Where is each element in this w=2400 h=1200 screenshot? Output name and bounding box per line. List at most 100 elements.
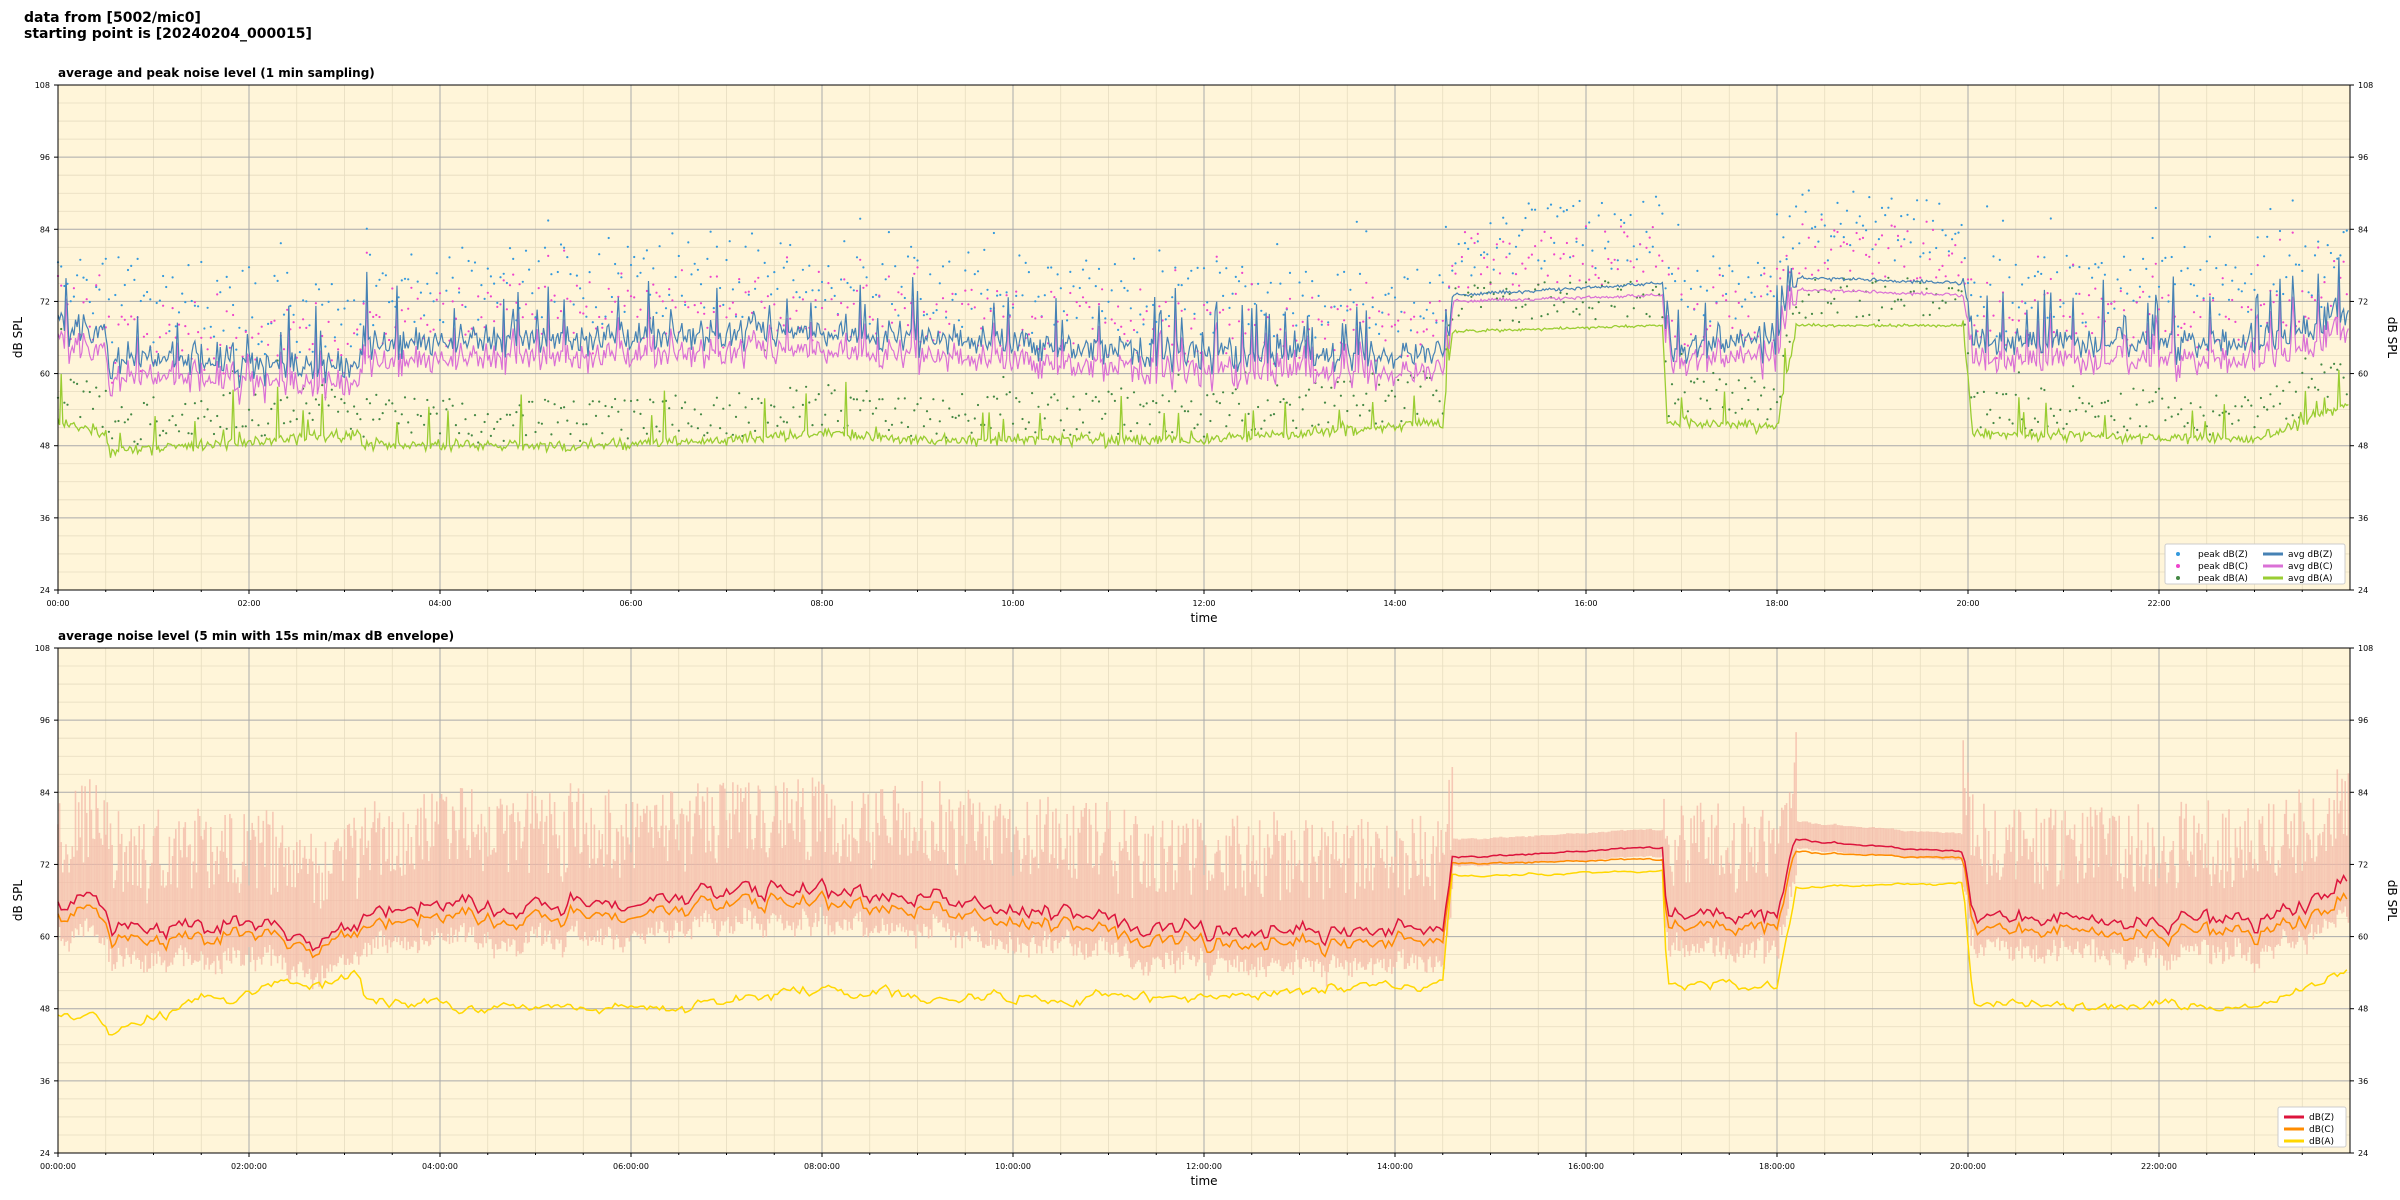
peak-dbc-point	[1801, 223, 1804, 226]
peak-dba-point	[1986, 413, 1989, 416]
peak-dbz-point	[1661, 212, 1664, 215]
peak-dbc-point	[1180, 309, 1183, 312]
y-tick-label-right: 48	[2358, 442, 2368, 451]
peak-dba-point	[2234, 405, 2237, 408]
peak-dbc-point	[2119, 290, 2122, 293]
avg-dba-line	[57, 320, 2349, 458]
peak-dbz-point	[438, 318, 442, 322]
y-tick-label: 108	[35, 644, 50, 653]
peak-dba-point	[690, 425, 693, 428]
peak-dba-point	[187, 432, 190, 435]
peak-dbc-point	[572, 331, 575, 334]
peak-dba-point	[2307, 386, 2310, 389]
peak-dba-point	[1336, 380, 1339, 384]
peak-dbc-point	[868, 315, 871, 318]
peak-dba-point	[773, 405, 776, 408]
peak-dba-point	[1744, 387, 1747, 390]
peak-dba-point	[1880, 306, 1884, 309]
chart-title: average and peak noise level (1 min samp…	[58, 66, 375, 80]
peak-dbz-point	[1298, 281, 1301, 284]
peak-dba-point	[1858, 299, 1861, 302]
peak-dbz-point	[1292, 312, 1295, 315]
peak-dba-point	[1575, 307, 1578, 311]
peak-dbc-point	[843, 278, 846, 281]
peak-dbz-point	[1814, 225, 1817, 228]
peak-dbz-point	[553, 300, 556, 303]
peak-dba-point	[333, 395, 336, 398]
peak-dbc-point	[2202, 299, 2205, 302]
peak-dbc-point	[693, 304, 696, 307]
peak-dba-point	[728, 404, 731, 407]
peak-dbc-point	[1034, 317, 1037, 320]
peak-dbz-point	[671, 232, 674, 235]
peak-dba-point	[1903, 304, 1906, 307]
peak-dbz-point	[225, 275, 228, 278]
peak-dbc-point	[1005, 294, 1008, 297]
peak-dbz-point	[865, 276, 868, 279]
peak-dbz-point	[1467, 247, 1470, 250]
peak-dba-point	[992, 395, 996, 398]
peak-dbc-point	[2078, 292, 2081, 295]
peak-dbc-point	[1976, 330, 1979, 333]
peak-dbc-point	[1530, 253, 1533, 256]
peak-dba-point	[2173, 396, 2176, 399]
peak-dba-point	[569, 432, 572, 436]
peak-dbc-point	[88, 325, 91, 328]
peak-dbz-point	[766, 275, 770, 278]
peak-dba-point	[1709, 407, 1712, 410]
peak-dba-point	[72, 381, 75, 384]
peak-dba-point	[228, 392, 231, 395]
peak-dbz-point	[91, 312, 95, 315]
peak-dba-point	[2291, 414, 2294, 417]
peak-dba-point	[146, 403, 149, 406]
peak-dba-point	[1228, 414, 1231, 417]
peak-dbc-point	[986, 297, 989, 300]
peak-dba-point	[384, 403, 387, 406]
peak-dbz-point	[1011, 306, 1015, 309]
peak-dba-point	[486, 413, 489, 416]
peak-dbc-point	[1982, 315, 1985, 318]
peak-dbz-point	[359, 323, 362, 326]
peak-dbz-point	[970, 307, 973, 310]
peak-dbz-point	[566, 256, 569, 259]
peak-dbz-point	[1476, 240, 1479, 243]
peak-dbz-point	[232, 303, 235, 307]
peak-dbz-point	[219, 291, 222, 294]
peak-dba-point	[878, 398, 881, 401]
peak-dbz-point	[1798, 242, 1801, 245]
peak-dbz-point	[1142, 323, 1145, 326]
peak-dbc-point	[582, 312, 585, 315]
peak-dbz-point	[2036, 270, 2040, 273]
peak-dba-point	[1705, 399, 1709, 402]
x-tick-label: 00:00:00	[40, 1162, 76, 1171]
peak-dbc-point	[1330, 306, 1333, 309]
peak-dbz-point	[2288, 254, 2291, 257]
peak-dbc-point	[1725, 299, 1728, 302]
peak-dbc-point	[1922, 242, 1925, 245]
peak-dbc-point	[85, 298, 88, 301]
peak-dbc-point	[1584, 225, 1588, 228]
peak-dba-point	[1836, 311, 1839, 314]
peak-dba-point	[1479, 305, 1483, 309]
peak-dbz-point	[1403, 276, 1406, 279]
peak-dba-point	[1101, 417, 1104, 420]
peak-dbc-point	[1989, 329, 1992, 332]
peak-dba-point	[126, 418, 130, 421]
legend-label: dB(C)	[2309, 1125, 2334, 1135]
peak-dbz-point	[260, 340, 263, 343]
peak-dbz-point	[932, 311, 935, 314]
peak-dba-point	[1814, 278, 1817, 281]
peak-dba-point	[1266, 399, 1269, 402]
peak-dba-point	[1699, 397, 1702, 400]
peak-dbz-point	[1963, 257, 1966, 260]
peak-dba-point	[1912, 290, 1915, 293]
peak-dba-point	[120, 406, 123, 409]
peak-dba-point	[464, 418, 467, 421]
y-tick-label: 72	[40, 860, 50, 869]
peak-dbc-point	[1737, 301, 1740, 304]
peak-dbc-point	[1333, 349, 1336, 352]
peak-dba-point	[203, 415, 206, 418]
peak-dbc-point	[426, 323, 429, 326]
peak-dba-point	[2157, 387, 2161, 390]
y-tick-label-right: 72	[2358, 860, 2368, 869]
